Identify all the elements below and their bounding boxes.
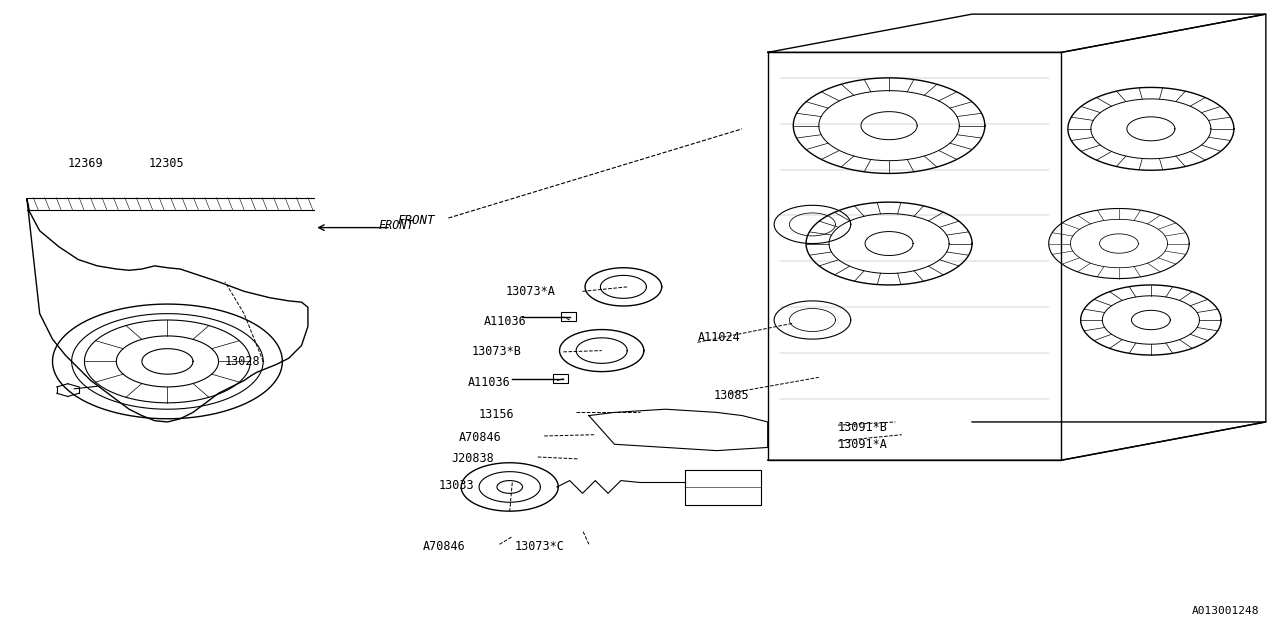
Text: A11036: A11036 — [467, 376, 511, 389]
Text: 13091*B: 13091*B — [838, 420, 888, 433]
Bar — [561, 312, 576, 321]
Text: 13156: 13156 — [479, 408, 515, 421]
Text: FRONT: FRONT — [378, 219, 413, 232]
Text: 13085: 13085 — [714, 388, 750, 402]
Text: 12369: 12369 — [68, 157, 104, 170]
Bar — [553, 374, 568, 383]
Text: 13033: 13033 — [438, 479, 474, 492]
Text: FRONT: FRONT — [397, 214, 435, 227]
Text: 13073*A: 13073*A — [506, 285, 556, 298]
Text: 12305: 12305 — [148, 157, 184, 170]
Text: 13073*C: 13073*C — [515, 540, 564, 553]
Text: A11036: A11036 — [484, 315, 527, 328]
Text: A70846: A70846 — [422, 540, 466, 553]
Text: 13073*B: 13073*B — [471, 346, 521, 358]
Text: A11024: A11024 — [698, 332, 740, 344]
Text: J20838: J20838 — [451, 452, 494, 465]
Text: 13028: 13028 — [225, 355, 261, 368]
Text: A70846: A70846 — [458, 431, 502, 444]
Text: A013001248: A013001248 — [1192, 606, 1260, 616]
Text: 13091*A: 13091*A — [838, 438, 888, 451]
